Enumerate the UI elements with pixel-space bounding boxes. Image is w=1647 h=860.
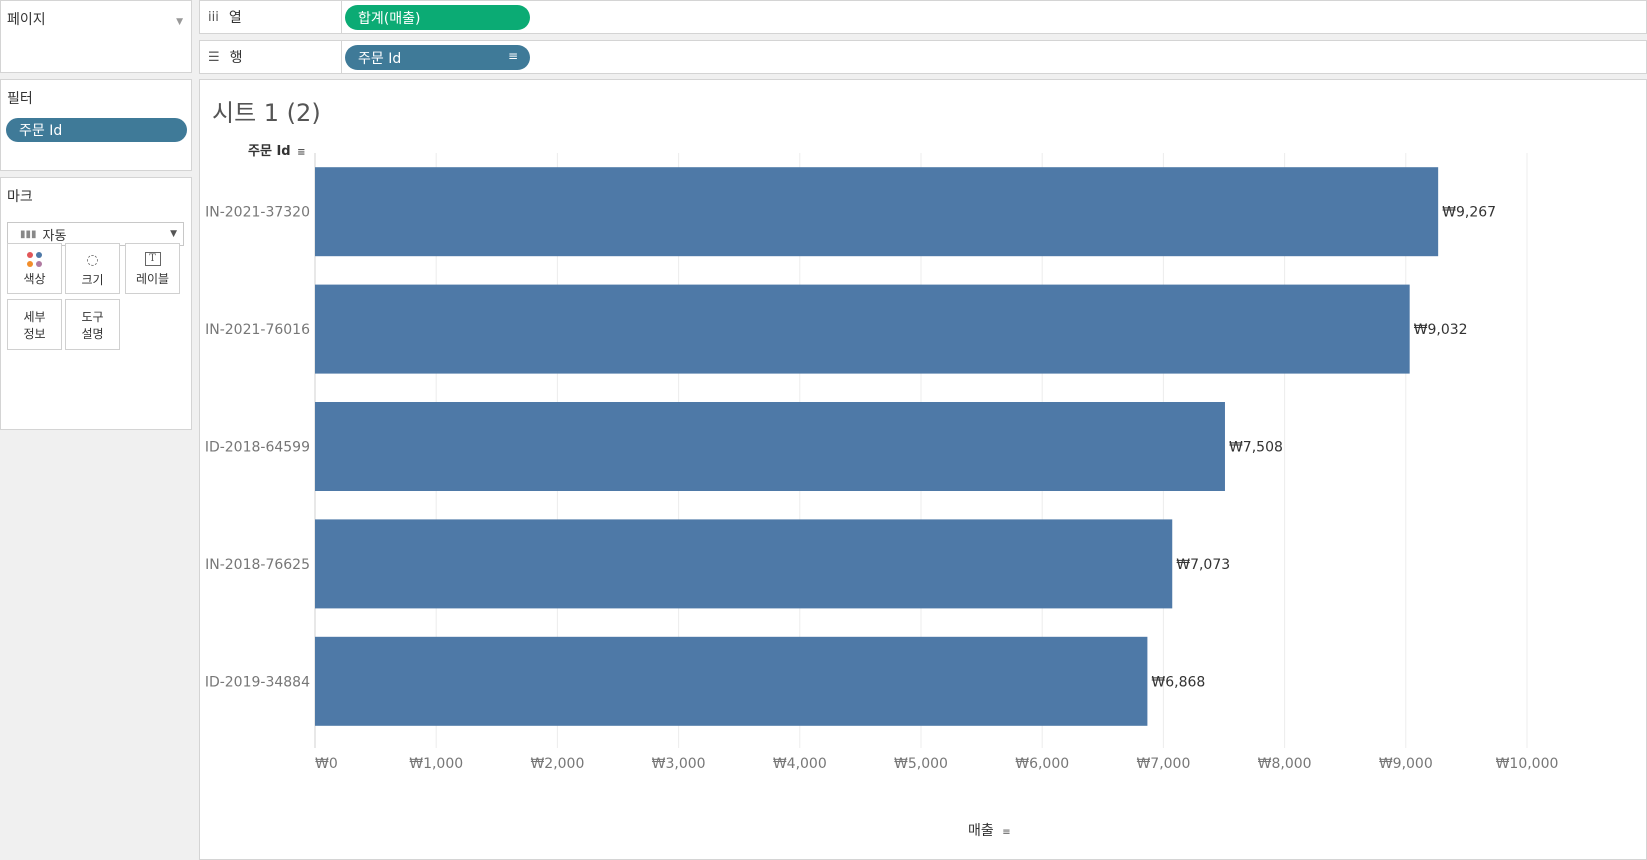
- columns-icon: iii: [208, 9, 219, 25]
- tooltip-label-line1: 도구: [81, 310, 104, 324]
- bar-IN-2021-37320[interactable]: [315, 167, 1439, 257]
- x-tick-label: ₩9,000: [1379, 756, 1433, 772]
- marks-title: 마크: [7, 189, 33, 205]
- x-tick-label: ₩3,000: [652, 756, 706, 772]
- rows-label-text: 행: [229, 50, 243, 66]
- pages-dropdown-icon[interactable]: ▼: [176, 17, 183, 27]
- bar-IN-2021-76016[interactable]: [315, 284, 1410, 374]
- x-tick-label: ₩5,000: [894, 756, 948, 772]
- x-tick-label: ₩2,000: [530, 756, 584, 772]
- columns-label-text: 열: [228, 10, 242, 26]
- marks-panel: 마크 ▮▮▮ 자동 ▼ 색상 ◌ 크기 T 레이블 세부 정보 도구 설명: [0, 177, 192, 430]
- chevron-down-icon: ▼: [170, 229, 177, 239]
- value-label: ₩9,267: [1442, 205, 1496, 221]
- label-button-label: 레이블: [135, 272, 170, 286]
- category-label: IN-2021-76016: [205, 322, 310, 338]
- size-icon: ◌: [86, 252, 99, 268]
- columns-shelf-label: iii 열: [200, 1, 342, 33]
- tooltip-button[interactable]: 도구 설명: [65, 299, 120, 350]
- bar-IN-2018-76625[interactable]: [315, 519, 1173, 609]
- pages-panel[interactable]: 페이지 ▼: [0, 0, 192, 73]
- x-tick-label: ₩1,000: [409, 756, 463, 772]
- color-dots-icon: [27, 252, 42, 267]
- x-axis-title[interactable]: 매출 ≡: [968, 820, 1011, 840]
- filter-pill-order-id[interactable]: 주문 Id: [6, 118, 187, 142]
- value-label: ₩7,073: [1176, 557, 1230, 573]
- filters-panel: 필터 주문 Id: [0, 79, 192, 171]
- x-tick-label: ₩4,000: [773, 756, 827, 772]
- columns-pill-sum-sales[interactable]: 합계(매출): [345, 5, 530, 30]
- color-button-label: 색상: [23, 272, 46, 286]
- color-button[interactable]: 색상: [7, 243, 62, 294]
- x-tick-label: ₩6,000: [1015, 756, 1069, 772]
- rows-pill-label: 주문 Id: [358, 50, 402, 67]
- pages-title: 페이지: [7, 12, 46, 28]
- filters-title: 필터: [7, 91, 33, 107]
- x-axis-title-label: 매출: [968, 823, 994, 839]
- bar-ID-2018-64599[interactable]: [315, 402, 1225, 491]
- bar-ID-2019-34884[interactable]: [315, 636, 1148, 726]
- x-tick-label: ₩7,000: [1136, 756, 1190, 772]
- mark-type-label: 자동: [42, 228, 67, 244]
- detail-label-line2: 정보: [23, 327, 46, 341]
- viz-panel: 시트 1 (2) 주문 Id ≡ IN-2021-37320 ₩9,267 IN-2…: [199, 79, 1647, 860]
- x-tick-label: ₩0: [315, 756, 338, 772]
- sort-descending-icon[interactable]: ≡: [507, 49, 518, 63]
- size-button-label: 크기: [81, 273, 104, 287]
- label-t-icon: T: [144, 252, 161, 266]
- rows-shelf[interactable]: ☰ 행 주문 Id ≡: [199, 40, 1647, 74]
- value-label: ₩9,032: [1414, 322, 1468, 338]
- rows-icon: ☰: [208, 49, 220, 65]
- category-label: IN-2018-76625: [205, 557, 310, 573]
- x-tick-label: ₩8,000: [1258, 756, 1312, 772]
- value-label: ₩6,868: [1151, 674, 1205, 690]
- x-tick-label: ₩10,000: [1496, 756, 1559, 772]
- bar-chart-icon: ▮▮▮: [20, 228, 37, 240]
- detail-label-line1: 세부: [23, 310, 46, 324]
- row-header[interactable]: 주문 Id ≡: [248, 140, 306, 159]
- rows-pill-order-id[interactable]: 주문 Id ≡: [345, 45, 530, 70]
- tooltip-label-line2: 설명: [81, 327, 104, 341]
- bar-chart[interactable]: IN-2021-37320 ₩9,267 IN-2021-76016 ₩9,032 ID…: [200, 80, 1646, 859]
- label-button[interactable]: T 레이블: [125, 243, 180, 294]
- columns-shelf[interactable]: iii 열 합계(매출): [199, 0, 1647, 34]
- rows-shelf-label: ☰ 행: [200, 41, 342, 73]
- sheet-title: 시트 1 (2): [212, 99, 321, 127]
- detail-button[interactable]: 세부 정보: [7, 299, 62, 350]
- value-label: ₩7,508: [1229, 440, 1283, 456]
- category-label: ID-2019-34884: [205, 674, 310, 690]
- category-label: IN-2021-37320: [205, 205, 310, 221]
- size-button[interactable]: ◌ 크기: [65, 243, 120, 294]
- category-label: ID-2018-64599: [205, 440, 310, 456]
- sort-icon[interactable]: ≡: [297, 147, 306, 158]
- x-axis-sort-icon[interactable]: ≡: [1002, 827, 1011, 838]
- mark-type-dropdown[interactable]: ▮▮▮ 자동 ▼: [7, 222, 184, 246]
- row-header-label: 주문 Id: [248, 144, 291, 159]
